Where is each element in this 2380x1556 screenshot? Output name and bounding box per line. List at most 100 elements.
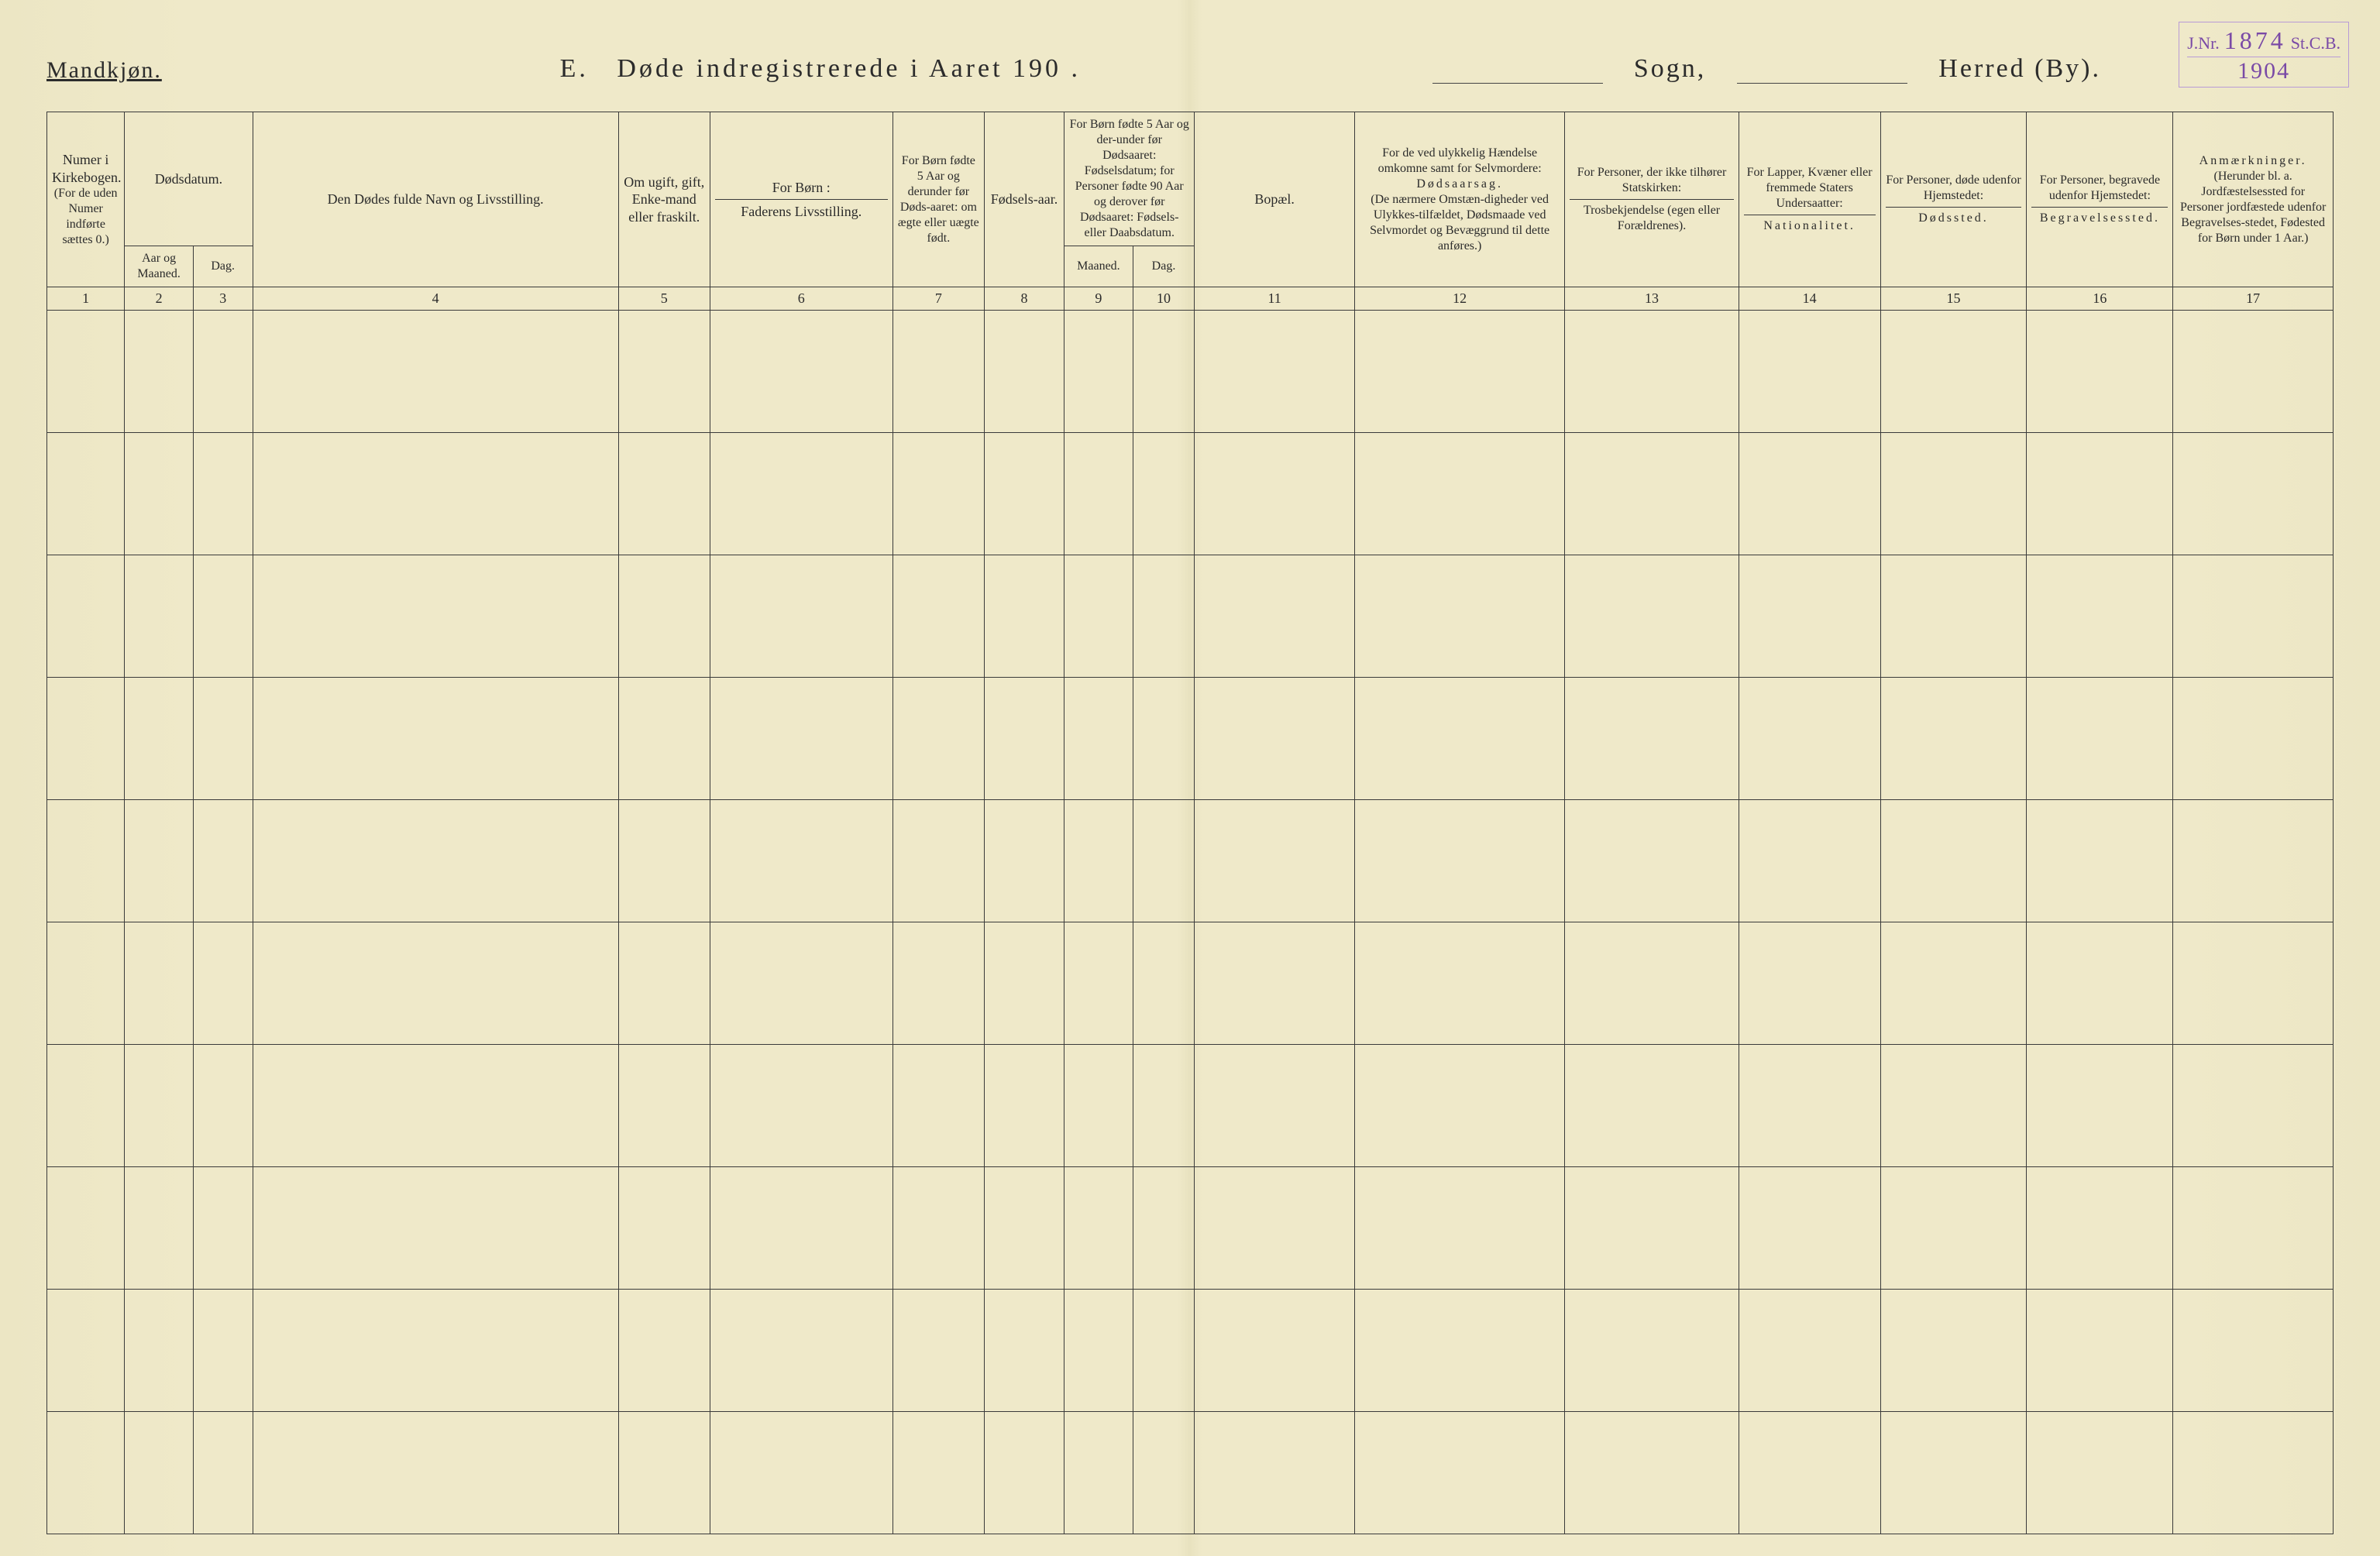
column-number: 9 [1064,287,1133,311]
table-cell [1133,311,1195,433]
page-title: E. Døde indregistrerede i Aaret 190 . [239,54,1402,84]
page: J.Nr. 1874 St.C.B. 1904 Mandkjøn. E. Død… [0,0,2380,1556]
table-row [47,1167,2334,1290]
table-cell [1133,1167,1195,1290]
table-cell [1064,1412,1133,1534]
table-cell [125,1167,194,1290]
table-cell [1064,433,1133,555]
stamp-year: 1904 [2187,57,2340,85]
table-cell [1133,800,1195,922]
column-number: 16 [2027,287,2173,311]
column-number: 3 [193,287,253,311]
table-cell [125,678,194,800]
table-cell [984,1412,1064,1534]
table-cell [1133,433,1195,555]
column-number: 7 [892,287,984,311]
table-cell [618,800,710,922]
table-cell [1195,678,1355,800]
table-row [47,1412,2334,1534]
table-cell [1880,1412,2027,1534]
table-cell [710,922,892,1045]
col17-bot: (Herunder bl. a. Jordfæstelsessted for P… [2178,169,2328,246]
column-number: 10 [1133,287,1195,311]
table-cell [1354,922,1564,1045]
title-text: Døde indregistrerede i Aaret 190 . [617,54,1081,83]
registration-stamp: J.Nr. 1874 St.C.B. 1904 [2179,22,2349,88]
table-cell [2173,1045,2334,1167]
table-cell [193,1045,253,1167]
table-cell [125,800,194,922]
table-cell [892,555,984,678]
table-cell [892,1412,984,1534]
table-cell [710,1412,892,1534]
table-cell [1133,922,1195,1045]
column-number: 4 [253,287,618,311]
table-cell [2173,1412,2334,1534]
table-cell [193,1290,253,1412]
table-cell [1565,1412,1739,1534]
table-cell [1739,433,1880,555]
table-cell [710,555,892,678]
table-cell [1354,1045,1564,1167]
table-cell [1064,1045,1133,1167]
column-number: 1 [47,287,125,311]
table-cell [618,311,710,433]
table-cell [253,922,618,1045]
table-cell [1565,1290,1739,1412]
gender-label: Mandkjøn. [46,57,162,84]
table-cell [1739,678,1880,800]
column-number-row: 1234567891011121314151617 [47,287,2334,311]
table-row [47,555,2334,678]
col15-header: For Personer, døde udenfor Hjemstedet: D… [1880,112,2027,287]
table-cell [1195,555,1355,678]
herred-label: Herred (By). [1938,54,2101,84]
table-cell [253,433,618,555]
col9-10-group-header: For Børn fødte 5 Aar og der-under før Dø… [1064,112,1195,246]
table-cell [2027,1167,2173,1290]
table-cell [710,311,892,433]
table-cell [47,1167,125,1290]
column-number: 5 [618,287,710,311]
table-cell [47,1045,125,1167]
table-cell [618,433,710,555]
table-cell [1354,800,1564,922]
col11-header: Bopæl. [1195,112,1355,287]
table-cell [47,922,125,1045]
table-row [47,922,2334,1045]
table-cell [984,433,1064,555]
table-cell [984,1167,1064,1290]
table-cell [618,922,710,1045]
table-cell [193,433,253,555]
table-cell [1064,1167,1133,1290]
table-cell [2173,433,2334,555]
table-cell [1354,433,1564,555]
table-cell [2027,678,2173,800]
table-cell [253,678,618,800]
table-cell [2027,311,2173,433]
table-cell [125,311,194,433]
table-cell [1354,1167,1564,1290]
table-cell [892,678,984,800]
column-number: 11 [1195,287,1355,311]
table-cell [1880,1045,2027,1167]
table-cell [984,555,1064,678]
table-cell [2027,555,2173,678]
table-cell [1880,922,2027,1045]
table-cell [1195,1167,1355,1290]
table-cell [1195,433,1355,555]
table-cell [2027,1045,2173,1167]
table-cell [1064,1290,1133,1412]
table-cell [1565,555,1739,678]
col13-top: For Personer, der ikke tilhører Statskir… [1570,165,1733,200]
table-cell [1133,678,1195,800]
table-cell [1880,800,2027,922]
table-cell [47,311,125,433]
col9-header: Maaned. [1064,246,1133,287]
table-cell [1565,1045,1739,1167]
col17-header: Anmærkninger. (Herunder bl. a. Jordfæste… [2173,112,2334,287]
table-cell [1880,555,2027,678]
column-number: 8 [984,287,1064,311]
table-cell [1880,433,2027,555]
table-cell [710,678,892,800]
table-cell [1064,555,1133,678]
